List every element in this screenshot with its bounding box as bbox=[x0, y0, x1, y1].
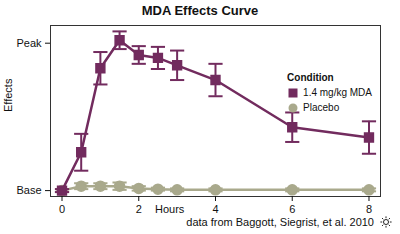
svg-text:Base: Base bbox=[16, 184, 41, 196]
svg-text:0: 0 bbox=[59, 203, 65, 214]
svg-text:2: 2 bbox=[136, 203, 142, 214]
svg-text:6: 6 bbox=[289, 203, 295, 214]
svg-text:4: 4 bbox=[212, 203, 218, 214]
html-text:Placebo: Placebo bbox=[303, 102, 340, 113]
svg-text:Peak: Peak bbox=[16, 37, 42, 49]
html-text:Condition: Condition bbox=[287, 72, 334, 83]
svg-text:8: 8 bbox=[366, 203, 372, 214]
html-text:Hours: Hours bbox=[155, 203, 185, 215]
html-text:MDA Effects Curve: MDA Effects Curve bbox=[141, 3, 259, 18]
html-text:data from Baggott, Siegrist, e: data from Baggott, Siegrist, et al. 2010 bbox=[186, 216, 374, 228]
html-text:1.4 mg/kg MDA: 1.4 mg/kg MDA bbox=[303, 87, 372, 98]
html-text:Effects: Effects bbox=[2, 78, 14, 112]
